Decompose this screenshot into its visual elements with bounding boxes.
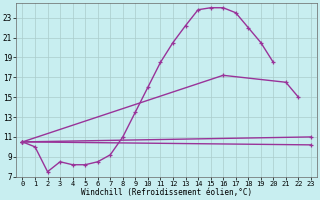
X-axis label: Windchill (Refroidissement éolien,°C): Windchill (Refroidissement éolien,°C): [81, 188, 252, 197]
